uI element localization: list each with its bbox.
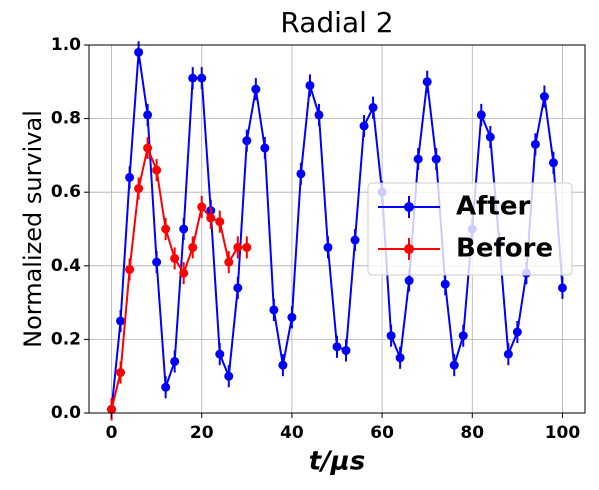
data-point xyxy=(512,327,522,337)
data-point xyxy=(197,202,207,212)
x-tick-label: 40 xyxy=(280,423,304,443)
data-point xyxy=(539,92,549,102)
data-point xyxy=(242,242,252,252)
data-point xyxy=(476,110,486,120)
x-tick-label: 80 xyxy=(460,423,484,443)
axes-frame xyxy=(88,44,586,414)
data-point xyxy=(368,103,378,113)
data-point xyxy=(143,143,153,153)
legend: After Before xyxy=(367,182,573,276)
data-point xyxy=(233,283,243,293)
legend-label: Before xyxy=(456,234,553,264)
data-point xyxy=(215,217,225,227)
data-point xyxy=(125,172,135,182)
y-tick-label: 0.6 xyxy=(51,182,81,202)
data-point xyxy=(548,158,558,168)
data-point xyxy=(359,121,369,131)
data-point xyxy=(224,371,234,381)
data-point xyxy=(449,360,459,370)
data-point xyxy=(413,154,423,164)
data-point xyxy=(152,257,162,267)
data-point xyxy=(233,242,243,252)
data-point xyxy=(116,316,126,326)
data-point xyxy=(287,312,297,322)
data-point xyxy=(161,224,171,234)
data-point xyxy=(188,73,198,83)
series-line xyxy=(110,144,247,410)
data-point xyxy=(386,331,396,341)
data-point xyxy=(269,305,279,315)
legend-marker xyxy=(404,244,414,254)
data-point xyxy=(503,349,513,359)
y-tick-label: 0.4 xyxy=(51,256,81,276)
y-tick-label: 0.0 xyxy=(51,403,81,423)
data-point xyxy=(341,345,351,355)
data-point xyxy=(188,242,198,252)
data-point xyxy=(458,331,468,341)
data-point xyxy=(152,165,162,175)
data-point xyxy=(170,356,180,366)
x-tick-label: 0 xyxy=(106,423,118,443)
data-point xyxy=(332,342,342,352)
data-point xyxy=(305,80,315,90)
data-point xyxy=(530,139,540,149)
data-point xyxy=(179,268,189,278)
legend-marker xyxy=(404,202,414,212)
y-axis-label: Normalized survival xyxy=(19,110,47,348)
x-tick-label: 60 xyxy=(370,423,394,443)
data-point xyxy=(206,213,216,223)
data-point xyxy=(314,110,324,120)
data-point xyxy=(422,77,432,87)
y-tick-label: 0.8 xyxy=(51,109,81,129)
y-tick-label: 0.2 xyxy=(51,329,81,349)
data-point xyxy=(296,169,306,179)
data-point xyxy=(440,279,450,289)
chart-title: Radial 2 xyxy=(280,6,393,39)
data-point xyxy=(485,132,495,142)
data-point xyxy=(350,235,360,245)
y-tick-label: 1.0 xyxy=(51,35,81,55)
data-point xyxy=(251,84,261,94)
data-point xyxy=(395,353,405,363)
x-tick-label: 100 xyxy=(545,423,581,443)
legend-label: After xyxy=(456,192,530,222)
x-axis-label: t/μs xyxy=(309,447,366,477)
data-point xyxy=(278,360,288,370)
data-point xyxy=(242,136,252,146)
data-point xyxy=(404,276,414,286)
data-point xyxy=(125,264,135,274)
data-point xyxy=(170,253,180,263)
data-point xyxy=(143,110,153,120)
data-point xyxy=(134,47,144,57)
data-point xyxy=(431,154,441,164)
data-point xyxy=(224,257,234,267)
data-point xyxy=(161,382,171,392)
data-point xyxy=(107,404,117,414)
data-point xyxy=(116,368,126,378)
x-tick-label: 20 xyxy=(190,423,214,443)
data-point xyxy=(260,143,270,153)
data-point xyxy=(179,224,189,234)
data-point xyxy=(134,184,144,194)
data-point xyxy=(557,283,567,293)
data-point xyxy=(197,73,207,83)
data-point xyxy=(323,242,333,252)
data-point xyxy=(215,349,225,359)
